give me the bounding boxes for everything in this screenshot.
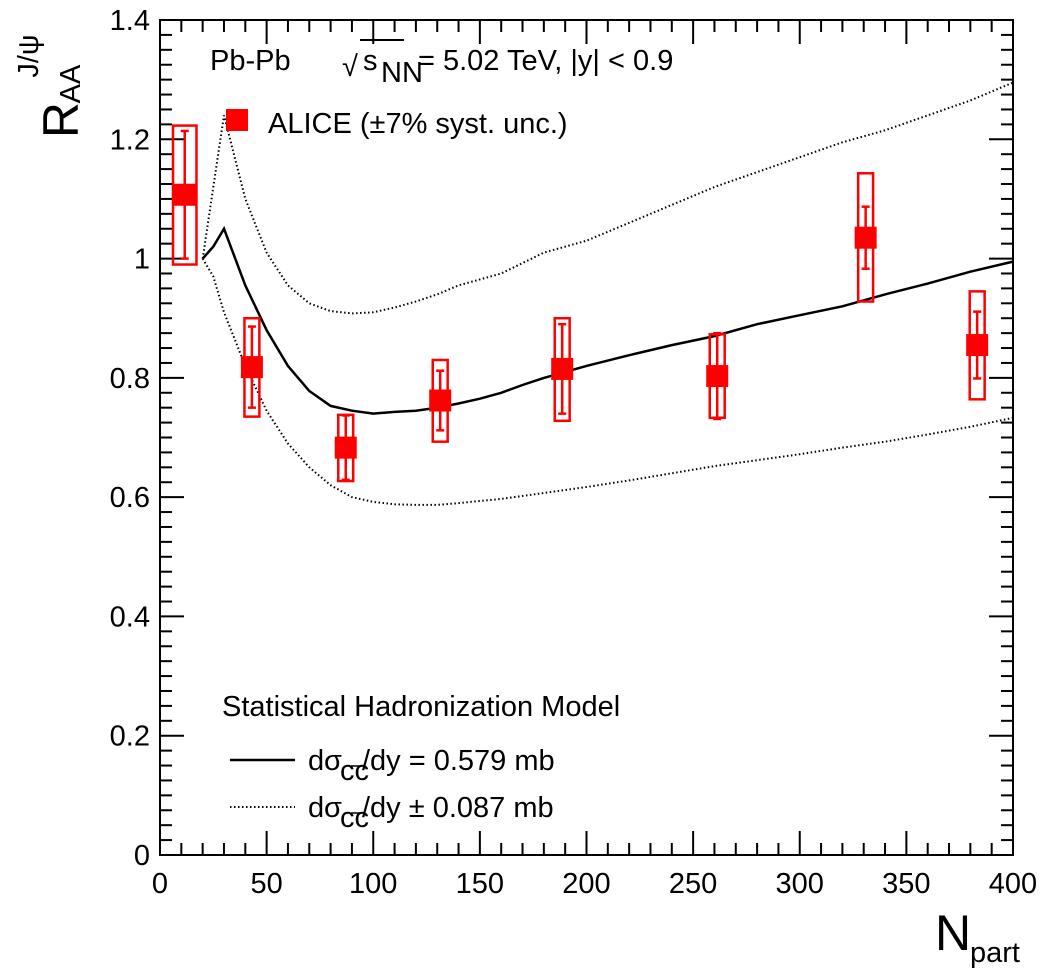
y-tick-label: 1.4 [110,5,150,37]
y-tick-label: 0.2 [110,721,150,753]
x-tick-label: 50 [250,868,282,900]
y-tick-label: 1 [134,244,150,276]
y-tick-label: 0.8 [110,363,150,395]
chart-title: Pb-Pb √ s NN = 5.02 TeV, |y| < 0.9 [210,40,673,89]
model-central-line [203,229,1013,414]
data-point [174,184,196,206]
data-points [173,126,988,481]
y-tick-label: 0 [134,840,150,872]
data-point [855,227,877,249]
y-tick-label: 1.2 [110,124,150,156]
legend-band-rest: /dy ± 0.087 mb [362,792,554,824]
title-sqrt-symbol: √ [342,51,358,83]
data-point [335,437,357,459]
legend-band-d: d [308,792,324,824]
title-suffix: = 5.02 TeV, |y| < 0.9 [418,45,673,77]
legend-data: ALICE (±7% syst. unc.) [226,108,568,140]
x-axis-title-main: N [935,905,971,961]
x-tick-label: 250 [669,868,717,900]
data-point [966,334,988,356]
legend-central-rest: /dy = 0.579 mb [362,745,555,777]
x-tick-label: 150 [456,868,504,900]
model-lower-line [203,259,1013,505]
legend-data-label: ALICE (±7% syst. unc.) [268,108,568,140]
y-axis-title-sup: J/ψ [13,34,45,77]
x-axis-title-sub: part [970,937,1020,969]
data-point [706,365,728,387]
model-curves [203,83,1013,505]
y-axis-title-main: R [33,102,89,138]
y-axis-title: R AA J/ψ [13,34,89,138]
y-axis-title-sub: AA [55,64,87,103]
data-point [429,390,451,412]
x-tick-label: 0 [152,868,168,900]
data-point [241,356,263,378]
x-axis-title: N part [935,905,1020,969]
x-tick-label: 100 [349,868,397,900]
legend-marker [226,109,248,131]
plot-frame [160,20,1013,855]
y-tick-label: 0.4 [110,601,150,633]
x-tick-label: 300 [776,868,824,900]
legend-model: Statistical Hadronization Model d σ cc /… [222,691,620,834]
title-s: s [363,45,378,77]
legend-model-title: Statistical Hadronization Model [222,691,620,723]
y-tick-label: 0.6 [110,482,150,514]
axes: 0 50 100 150 200 250 300 350 400 0 0.2 0.4 0.6 0.8 1 1.… [110,5,1038,900]
title-s-sub: NN [381,57,423,89]
title-prefix: Pb-Pb [210,45,291,77]
x-tick-label: 200 [562,868,610,900]
legend-central-d: d [308,745,324,777]
data-point [551,358,573,380]
x-tick-label: 350 [882,868,930,900]
x-tick-label: 400 [989,868,1037,900]
